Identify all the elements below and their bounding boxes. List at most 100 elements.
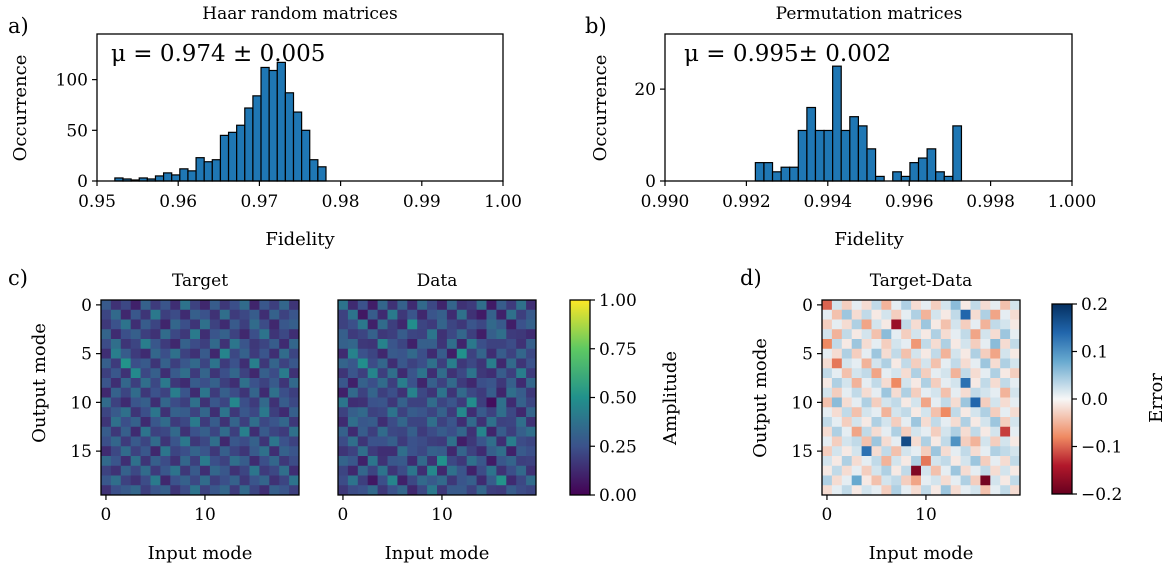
heatmap-cell bbox=[279, 358, 290, 369]
heatmap-cell bbox=[940, 475, 952, 486]
heatmap-cell bbox=[120, 485, 132, 496]
heatmap-cell bbox=[120, 407, 132, 418]
heatmap-cell bbox=[526, 329, 537, 340]
heatmap-cell bbox=[387, 319, 398, 330]
heatmap-cell bbox=[219, 456, 231, 467]
heatmap-cell bbox=[377, 339, 388, 350]
heatmap-cell bbox=[486, 378, 497, 389]
heatmap-cell bbox=[516, 378, 527, 389]
heatmap-cell bbox=[259, 300, 270, 311]
heatmap-cell bbox=[891, 407, 902, 418]
heatmap-cell bbox=[871, 309, 882, 320]
heatmap-cell bbox=[1010, 397, 1021, 408]
heatmap-cell bbox=[930, 387, 942, 398]
heatmap-cell bbox=[950, 329, 961, 340]
heatmap-cell bbox=[160, 358, 171, 369]
heatmap-cell bbox=[861, 446, 872, 457]
heatmap-cell bbox=[101, 309, 112, 320]
heatmap-cell bbox=[861, 358, 872, 369]
heatmap-cell bbox=[357, 417, 369, 428]
histogram-bar bbox=[909, 162, 920, 182]
heatmap-cell bbox=[960, 446, 971, 457]
heatmap-cell bbox=[110, 348, 122, 359]
heatmap-cell bbox=[921, 300, 932, 311]
heatmap-cell bbox=[120, 358, 132, 369]
heatmap-cell bbox=[170, 436, 181, 447]
heatmap-cell bbox=[940, 309, 952, 320]
heatmap-cell bbox=[1000, 475, 1011, 486]
heatmap-cell bbox=[822, 475, 833, 486]
heatmap-cell bbox=[417, 348, 428, 359]
heatmap-cell bbox=[960, 426, 971, 437]
heatmap-cell bbox=[347, 485, 359, 496]
heatmap-cell bbox=[190, 378, 201, 389]
heatmap-cell bbox=[101, 368, 112, 379]
heatmap-cell bbox=[841, 446, 853, 457]
heatmap-cell bbox=[249, 436, 260, 447]
x-tick-label: 10 bbox=[194, 505, 216, 525]
heatmap-cell bbox=[219, 329, 231, 340]
heatmap-cell bbox=[170, 358, 181, 369]
heatmap-cell bbox=[891, 378, 902, 389]
heatmap-cell bbox=[160, 446, 171, 457]
heatmap-cell bbox=[279, 417, 290, 428]
heatmap-cell bbox=[397, 475, 408, 486]
heatmap-cell bbox=[357, 485, 369, 496]
heatmap-cell bbox=[851, 485, 862, 496]
heatmap-cell bbox=[219, 368, 231, 379]
heatmap-cell bbox=[516, 417, 527, 428]
axis-ticks: 0.95 0.96 0.97 0.98 0.99 1.00 0 50 100 bbox=[56, 71, 522, 212]
heatmap-cell bbox=[526, 378, 537, 389]
heatmap-cell bbox=[466, 407, 477, 418]
heatmap-cell bbox=[466, 397, 477, 408]
y-axis-label: Output mode bbox=[29, 323, 50, 443]
heatmap-cell bbox=[980, 309, 991, 320]
heatmap-cell bbox=[831, 426, 843, 437]
heatmap-cell bbox=[397, 456, 408, 467]
heatmap-cell bbox=[891, 426, 902, 437]
heatmap-cell bbox=[110, 368, 122, 379]
heatmap-cell bbox=[377, 446, 388, 457]
heatmap-cell bbox=[911, 475, 922, 486]
heatmap-cell bbox=[871, 387, 882, 398]
heatmap-cell bbox=[831, 485, 843, 496]
heatmap-cell bbox=[1010, 465, 1021, 476]
heatmap-cell bbox=[338, 436, 349, 447]
heatmap-cell bbox=[526, 446, 537, 457]
heatmap-cell bbox=[466, 309, 477, 320]
x-axis-label: Fidelity bbox=[265, 229, 335, 250]
heatmap-cell bbox=[831, 329, 843, 340]
heatmap-cell bbox=[506, 465, 517, 476]
heatmap-cell bbox=[901, 456, 912, 467]
heatmap-cell bbox=[1000, 368, 1011, 379]
heatmap-cell bbox=[101, 485, 112, 496]
heatmap-cell bbox=[980, 358, 991, 369]
heatmap-cell bbox=[150, 397, 161, 408]
heatmap-cell bbox=[466, 329, 477, 340]
heatmap-cell bbox=[357, 407, 369, 418]
heatmap-cell bbox=[289, 339, 300, 350]
heatmap-cell bbox=[338, 465, 349, 476]
heatmap-cell bbox=[456, 387, 468, 398]
heatmap-cell bbox=[417, 358, 428, 369]
heatmap-cell bbox=[891, 475, 902, 486]
heatmap-cell bbox=[526, 426, 537, 437]
heatmap-cell bbox=[456, 446, 468, 457]
heatmap-cell bbox=[397, 300, 408, 311]
heatmap-cell bbox=[120, 465, 132, 476]
heatmap-cell bbox=[930, 358, 942, 369]
heatmap-cell bbox=[190, 436, 201, 447]
heatmap-cell bbox=[160, 378, 171, 389]
heatmap-cell bbox=[190, 485, 201, 496]
heatmap-cell bbox=[120, 417, 132, 428]
heatmap-cell bbox=[367, 397, 378, 408]
heatmap-cell bbox=[387, 358, 398, 369]
heatmap-cell bbox=[950, 407, 961, 418]
heatmap-cell bbox=[466, 446, 477, 457]
heatmap-cell bbox=[970, 446, 981, 457]
heatmap-cell bbox=[476, 456, 487, 467]
heatmap-cell bbox=[387, 309, 398, 320]
heatmap-cell bbox=[347, 397, 359, 408]
heatmap-cell bbox=[930, 378, 942, 389]
heatmap-cell bbox=[831, 378, 843, 389]
